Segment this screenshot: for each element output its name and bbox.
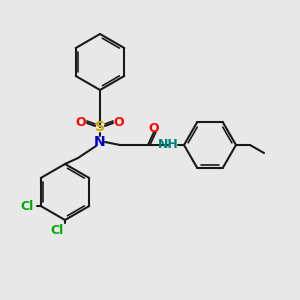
- Text: NH: NH: [158, 139, 178, 152]
- Text: Cl: Cl: [20, 200, 33, 212]
- Text: S: S: [95, 120, 105, 134]
- Text: O: O: [76, 116, 86, 130]
- Text: O: O: [149, 122, 159, 134]
- Text: Cl: Cl: [50, 224, 64, 236]
- Text: O: O: [114, 116, 124, 130]
- Text: N: N: [94, 135, 106, 149]
